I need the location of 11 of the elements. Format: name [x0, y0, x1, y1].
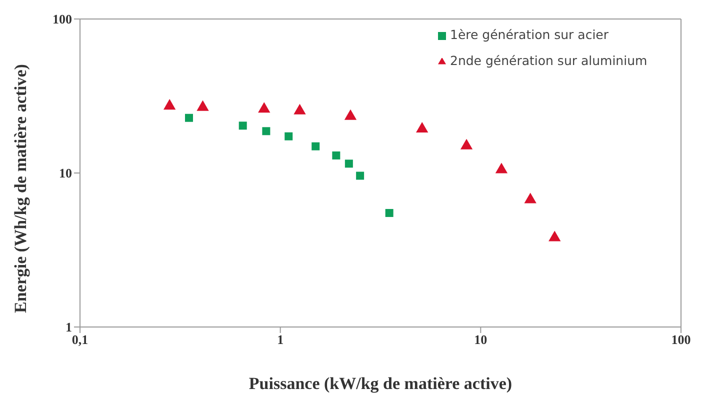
y-tick-label: 100: [52, 12, 72, 27]
y-tick-label: 10: [59, 166, 72, 181]
x-tick-label: 1: [277, 332, 284, 348]
x-tick-label: 0,1: [72, 332, 88, 348]
legend-label: 1ère génération sur acier: [450, 27, 609, 42]
y-tick-label: 1: [66, 320, 72, 335]
x-axis-title: Puissance (kW/kg de matière active): [248, 374, 512, 393]
y-axis-title: Energie (Wh/kg de matière active): [11, 64, 30, 313]
x-tick-label: 100: [671, 332, 691, 348]
x-tick-label: 10: [474, 332, 488, 348]
legend-label: 2nde génération sur aluminium: [450, 53, 648, 68]
